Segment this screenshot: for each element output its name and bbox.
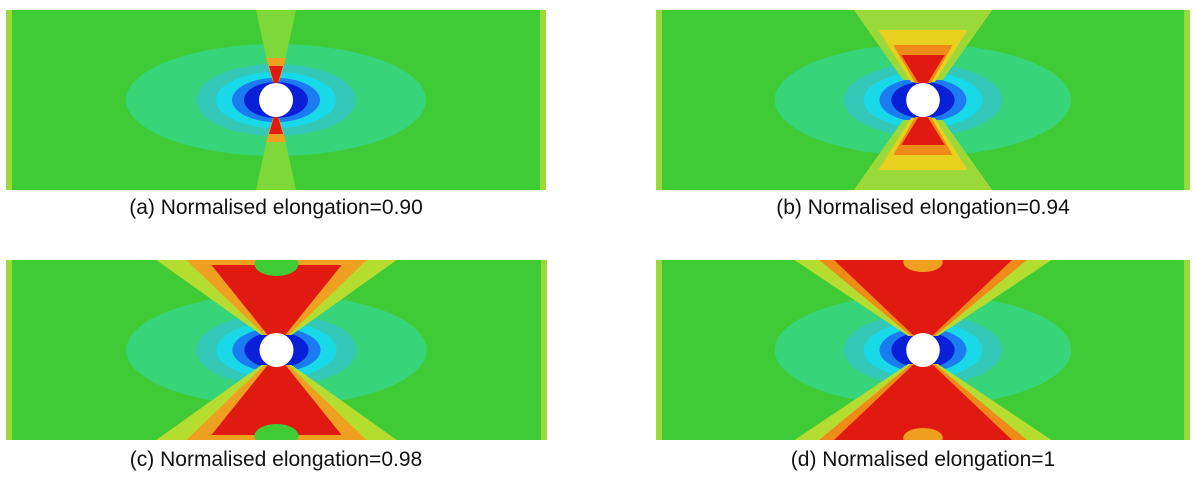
contour-plot [656,10,1190,190]
contour-plot [656,260,1190,440]
caption: (a) Normalised elongation=0.90 [129,196,423,219]
contour-plot [6,260,547,440]
caption: (d) Normalised elongation=1 [791,448,1055,471]
caption: (c) Normalised elongation=0.98 [130,448,422,471]
contour-plot [6,10,546,190]
caption: (b) Normalised elongation=0.94 [776,196,1070,219]
